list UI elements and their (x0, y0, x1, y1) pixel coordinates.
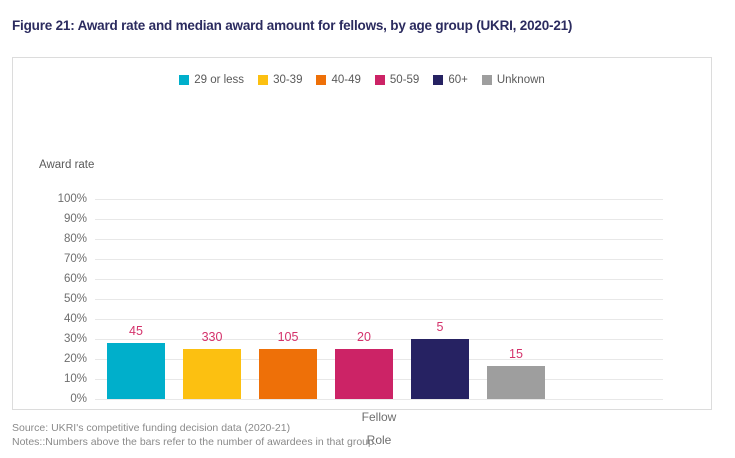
y-axis-tick-label: 0% (70, 393, 87, 405)
legend-item-label: Unknown (496, 74, 545, 86)
bar[interactable] (335, 349, 393, 399)
legend-swatch-icon (179, 75, 190, 85)
legend-item-label: 29 or less (194, 74, 245, 86)
legend-item-label: 40-49 (331, 74, 361, 86)
chart-panel: 29 or less 30-39 40-49 50-59 60+ Unknown Awar… (12, 57, 712, 447)
bar[interactable] (107, 343, 165, 399)
legend-swatch-icon (481, 75, 492, 85)
x-axis-title: Role (366, 433, 392, 447)
legend-item[interactable]: Unknown (481, 74, 545, 86)
legend-item[interactable]: 30-39 (258, 74, 302, 86)
bar-value-label: 15 (509, 347, 523, 361)
y-axis-tick-label: 40% (63, 313, 87, 325)
bar[interactable] (259, 349, 317, 399)
bar-value-label: 5 (436, 320, 444, 334)
legend-swatch-icon (316, 75, 327, 85)
page-title: Figure 21: Award rate and median award a… (12, 18, 573, 33)
y-axis-tick-label: 50% (63, 293, 87, 305)
y-axis-tick-label: 80% (63, 233, 87, 245)
bar[interactable] (411, 339, 469, 399)
gridline: 100% (58, 193, 663, 205)
y-axis-tick-label: 90% (63, 213, 87, 225)
y-axis-tick-label: 60% (63, 273, 87, 285)
legend-item-label: 30-39 (273, 74, 303, 86)
bar[interactable] (487, 366, 545, 399)
bar-value-label: 45 (129, 324, 143, 338)
legend-item[interactable]: 40-49 (316, 74, 361, 86)
x-axis-category-label: Fellow (361, 410, 397, 424)
gridline: 60% (64, 273, 663, 285)
y-axis-title: Award rate (39, 159, 95, 171)
gridline: 0% (70, 393, 663, 405)
legend-swatch-icon (374, 75, 385, 85)
gridline: 40% (64, 313, 663, 325)
gridline: 80% (64, 233, 663, 245)
legend-item[interactable]: 60+ (433, 74, 468, 86)
bar[interactable] (183, 349, 241, 399)
y-axis-tick-label: 20% (63, 353, 87, 365)
notes-note: Notes::Numbers above the bars refer to t… (12, 436, 377, 448)
bar-value-label: 330 (201, 330, 223, 344)
plot-area: 0% 10% 20% 30% 40% 50% 60% 70% 80% 90% 100% 45 330 10… (58, 193, 663, 405)
legend-swatch-icon (258, 75, 269, 85)
legend-item[interactable]: 50-59 (374, 74, 420, 86)
bar-value-label: 20 (357, 330, 371, 344)
y-axis-tick-label: 100% (57, 193, 87, 205)
gridline: 50% (64, 293, 663, 305)
legend-item-label: 60+ (448, 74, 468, 86)
y-axis-tick-label: 10% (63, 373, 87, 385)
source-note: Source: UKRI's competitive funding decis… (12, 422, 291, 434)
figure-footer: Source: UKRI's competitive funding decis… (12, 421, 377, 449)
legend-item[interactable]: 29 or less (179, 74, 244, 86)
bar-value-label: 105 (277, 330, 299, 344)
gridline: 70% (64, 253, 663, 265)
gridline: 90% (64, 213, 663, 225)
chart-legend: 29 or less 30-39 40-49 50-59 60+ Unknown (13, 74, 711, 86)
gridline: 30% (64, 333, 663, 345)
y-axis-tick-label: 30% (63, 333, 87, 345)
legend-swatch-icon (433, 75, 444, 85)
legend-item-label: 50-59 (389, 74, 420, 86)
y-axis-tick-label: 70% (63, 253, 87, 265)
